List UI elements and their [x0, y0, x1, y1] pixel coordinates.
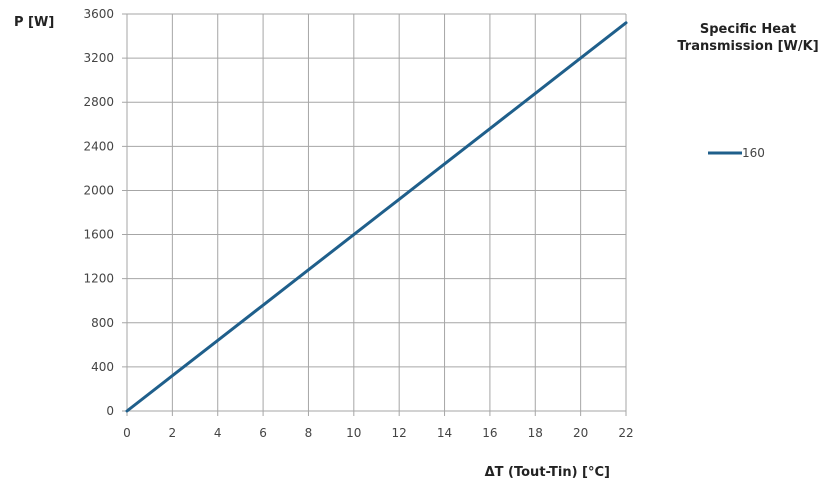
- series-line-160: [125, 21, 628, 413]
- x-tick-label-10: 10: [346, 426, 361, 440]
- y-tick-labels: 0 400 800 1200 1600 2000 2400 2800 3200 3600: [83, 7, 114, 418]
- x-tick-label-14: 14: [437, 426, 452, 440]
- x-tick-label-8: 8: [305, 426, 313, 440]
- series-layer: [125, 21, 628, 413]
- x-tick-label-22: 22: [618, 426, 633, 440]
- x-tick-label-0: 0: [123, 426, 131, 440]
- y-tick-label-400: 400: [91, 360, 114, 374]
- x-tick-label-20: 20: [573, 426, 588, 440]
- x-tick-label-4: 4: [214, 426, 222, 440]
- y-axis-title: P [W]: [14, 15, 54, 30]
- y-tick-label-3200: 3200: [83, 51, 114, 65]
- legend[interactable]: Specific Heat Transmission [W/K] 160: [677, 22, 818, 160]
- y-tick-label-3600: 3600: [83, 7, 114, 21]
- x-tick-label-18: 18: [528, 426, 543, 440]
- x-tick-label-2: 2: [169, 426, 177, 440]
- legend-title-line-1: Specific Heat: [700, 22, 796, 37]
- y-tick-label-0: 0: [106, 404, 114, 418]
- x-tick-label-16: 16: [482, 426, 497, 440]
- y-tick-label-2000: 2000: [83, 183, 114, 197]
- legend-label-160: 160: [742, 146, 765, 160]
- x-tick-labels: 0 2 4 6 8 10 12 14 16 18 20 22: [123, 426, 633, 440]
- y-tick-label-1600: 1600: [83, 228, 114, 242]
- x-tick-label-6: 6: [259, 426, 267, 440]
- y-tick-label-1200: 1200: [83, 272, 114, 286]
- y-tick-label-2800: 2800: [83, 95, 114, 109]
- y-tick-label-2400: 2400: [83, 139, 114, 153]
- grid: [122, 13, 627, 416]
- x-axis-title: ΔT (Tout-Tin) [°C]: [485, 465, 610, 480]
- x-tick-label-12: 12: [392, 426, 407, 440]
- legend-title-line-2: Transmission [W/K]: [677, 39, 818, 54]
- y-tick-label-800: 800: [91, 316, 114, 330]
